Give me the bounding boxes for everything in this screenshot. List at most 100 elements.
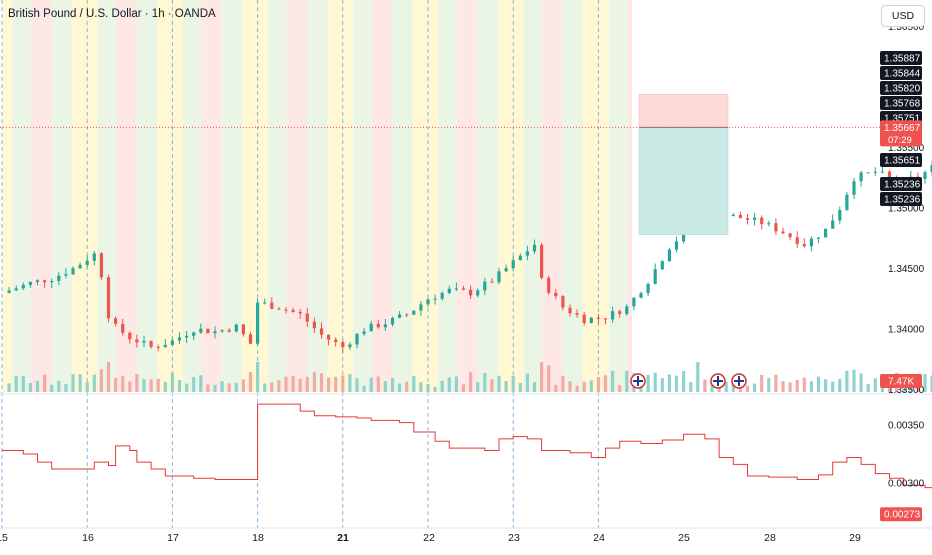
candle-body	[568, 308, 571, 314]
volume-bar	[540, 362, 543, 392]
indicator-tick-label: 0.00350	[888, 420, 925, 431]
session-background	[353, 0, 372, 392]
candle-body	[391, 318, 394, 325]
candle-body	[327, 335, 330, 340]
candle-body	[618, 311, 621, 314]
volume-bar	[774, 375, 777, 392]
price-marker-label: 1.35887	[884, 54, 921, 65]
candle-body	[50, 281, 53, 282]
volume-bar	[625, 371, 628, 392]
volume-bar	[363, 386, 366, 392]
volume-bar	[256, 362, 259, 392]
session-background	[87, 0, 97, 392]
session-background	[51, 0, 71, 392]
volume-bar	[661, 378, 664, 392]
candle-body	[597, 318, 600, 319]
candle-body	[448, 289, 451, 293]
stop-loss-zone[interactable]	[639, 94, 728, 127]
volume-bar	[526, 374, 529, 392]
volume-bar	[235, 383, 238, 392]
currency-button[interactable]: USD	[881, 5, 925, 27]
candle-body	[313, 322, 316, 329]
candle-body	[121, 324, 124, 333]
volume-bar	[696, 362, 699, 392]
candle-body	[426, 300, 429, 305]
candle-body	[142, 341, 145, 343]
price-tick-label: 1.34000	[888, 325, 925, 336]
volume-bar	[57, 381, 60, 392]
time-tick-label: 29	[849, 532, 861, 544]
volume-bar	[497, 376, 500, 392]
volume-bar	[178, 380, 181, 392]
candle-body	[213, 331, 216, 333]
candle-body	[292, 310, 295, 312]
volume-bar	[150, 379, 153, 392]
price-marker-label: 1.35236	[884, 195, 921, 206]
volume-bar	[611, 371, 614, 392]
candle-body	[86, 261, 89, 265]
price-marker-label: 1.35651	[884, 156, 921, 167]
volume-bar	[86, 382, 89, 392]
candle-body	[434, 299, 437, 300]
time-tick-label: 16	[82, 532, 94, 544]
candle-body	[781, 231, 784, 233]
candle-body	[533, 245, 536, 252]
candle-body	[576, 313, 579, 315]
candle-body	[476, 290, 479, 295]
candle-body	[277, 309, 280, 310]
candle-body	[881, 172, 884, 173]
session-background	[72, 0, 87, 392]
volume-bar	[93, 375, 96, 392]
candle-body	[348, 344, 351, 347]
volume-bar	[483, 373, 486, 392]
session-background	[327, 0, 342, 392]
candle-body	[732, 215, 735, 216]
candle-body	[611, 311, 614, 319]
session-background	[609, 0, 628, 392]
candle-body	[845, 195, 848, 210]
volume-bar	[561, 376, 564, 392]
volume-bar	[583, 382, 586, 392]
candle-body	[128, 333, 131, 339]
candle-body	[71, 268, 74, 274]
candle-body	[135, 339, 138, 342]
candle-body	[341, 342, 344, 347]
candle-body	[774, 223, 777, 231]
candle-body	[753, 218, 756, 220]
candle-body	[157, 347, 160, 348]
session-background	[2, 0, 12, 392]
volume-bar	[306, 377, 309, 392]
session-background	[287, 0, 307, 392]
volume-bar	[341, 376, 344, 392]
candle-body	[625, 306, 628, 314]
candle-body	[242, 325, 245, 335]
volume-bar	[36, 381, 39, 392]
candle-body	[490, 282, 493, 283]
volume-bar	[391, 378, 394, 392]
volume-bar	[597, 377, 600, 392]
take-profit-zone[interactable]	[639, 127, 728, 234]
indicator-line	[2, 404, 932, 511]
candle-body	[540, 245, 543, 278]
volume-bar	[142, 379, 145, 392]
candle-body	[299, 312, 302, 313]
volume-bar	[135, 374, 138, 392]
volume-bar	[469, 372, 472, 392]
candle-body	[263, 303, 266, 304]
volume-bar	[789, 382, 792, 392]
session-background	[563, 0, 583, 392]
candle-body	[100, 253, 103, 277]
volume-bar	[114, 378, 117, 392]
volume-bar	[760, 375, 763, 392]
session-background	[137, 0, 157, 392]
session-background	[627, 0, 632, 392]
candle-body	[519, 256, 522, 260]
volume-bar	[505, 381, 508, 392]
symbol-title[interactable]: British Pound / U.S. Dollar · 1h · OANDA	[8, 8, 216, 20]
candle-body	[639, 293, 642, 298]
volume-bar	[79, 374, 82, 392]
countdown-label: 07:29	[888, 135, 912, 146]
volume-bar	[647, 375, 650, 392]
